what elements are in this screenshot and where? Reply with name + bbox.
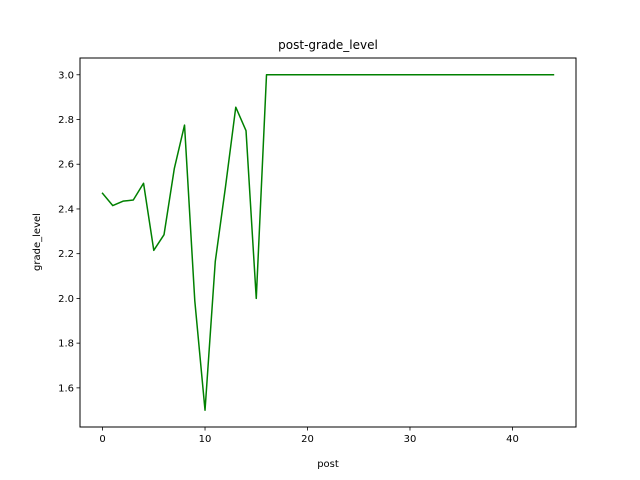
y-axis-label: grade_level xyxy=(32,213,43,271)
y-tick-label: 2.6 xyxy=(58,160,74,171)
y-tick-label: 2.0 xyxy=(58,294,74,305)
y-tick-label: 2.2 xyxy=(58,249,74,260)
y-tick-label: 1.6 xyxy=(58,383,74,394)
y-axis-ticks: 1.6 1.8 2.0 2.2 2.4 2.6 2.8 3.0 xyxy=(58,70,80,394)
x-tick-label: 10 xyxy=(199,434,212,445)
x-tick-label: 0 xyxy=(99,434,105,445)
y-tick-label: 2.8 xyxy=(58,115,74,126)
x-axis-label: post xyxy=(317,459,339,470)
plot-area xyxy=(101,74,555,411)
x-axis-ticks: 0 10 20 30 40 xyxy=(99,427,519,445)
axes-frame xyxy=(79,57,577,428)
x-tick-label: 30 xyxy=(404,434,417,445)
x-tick-label: 40 xyxy=(506,434,519,445)
series-line-0 xyxy=(101,74,555,411)
y-tick-label: 2.4 xyxy=(58,204,74,215)
x-tick-label: 20 xyxy=(301,434,314,445)
y-tick-label: 1.8 xyxy=(58,339,74,350)
chart-title: post-grade_level xyxy=(278,38,378,52)
y-tick-label: 3.0 xyxy=(58,70,74,81)
